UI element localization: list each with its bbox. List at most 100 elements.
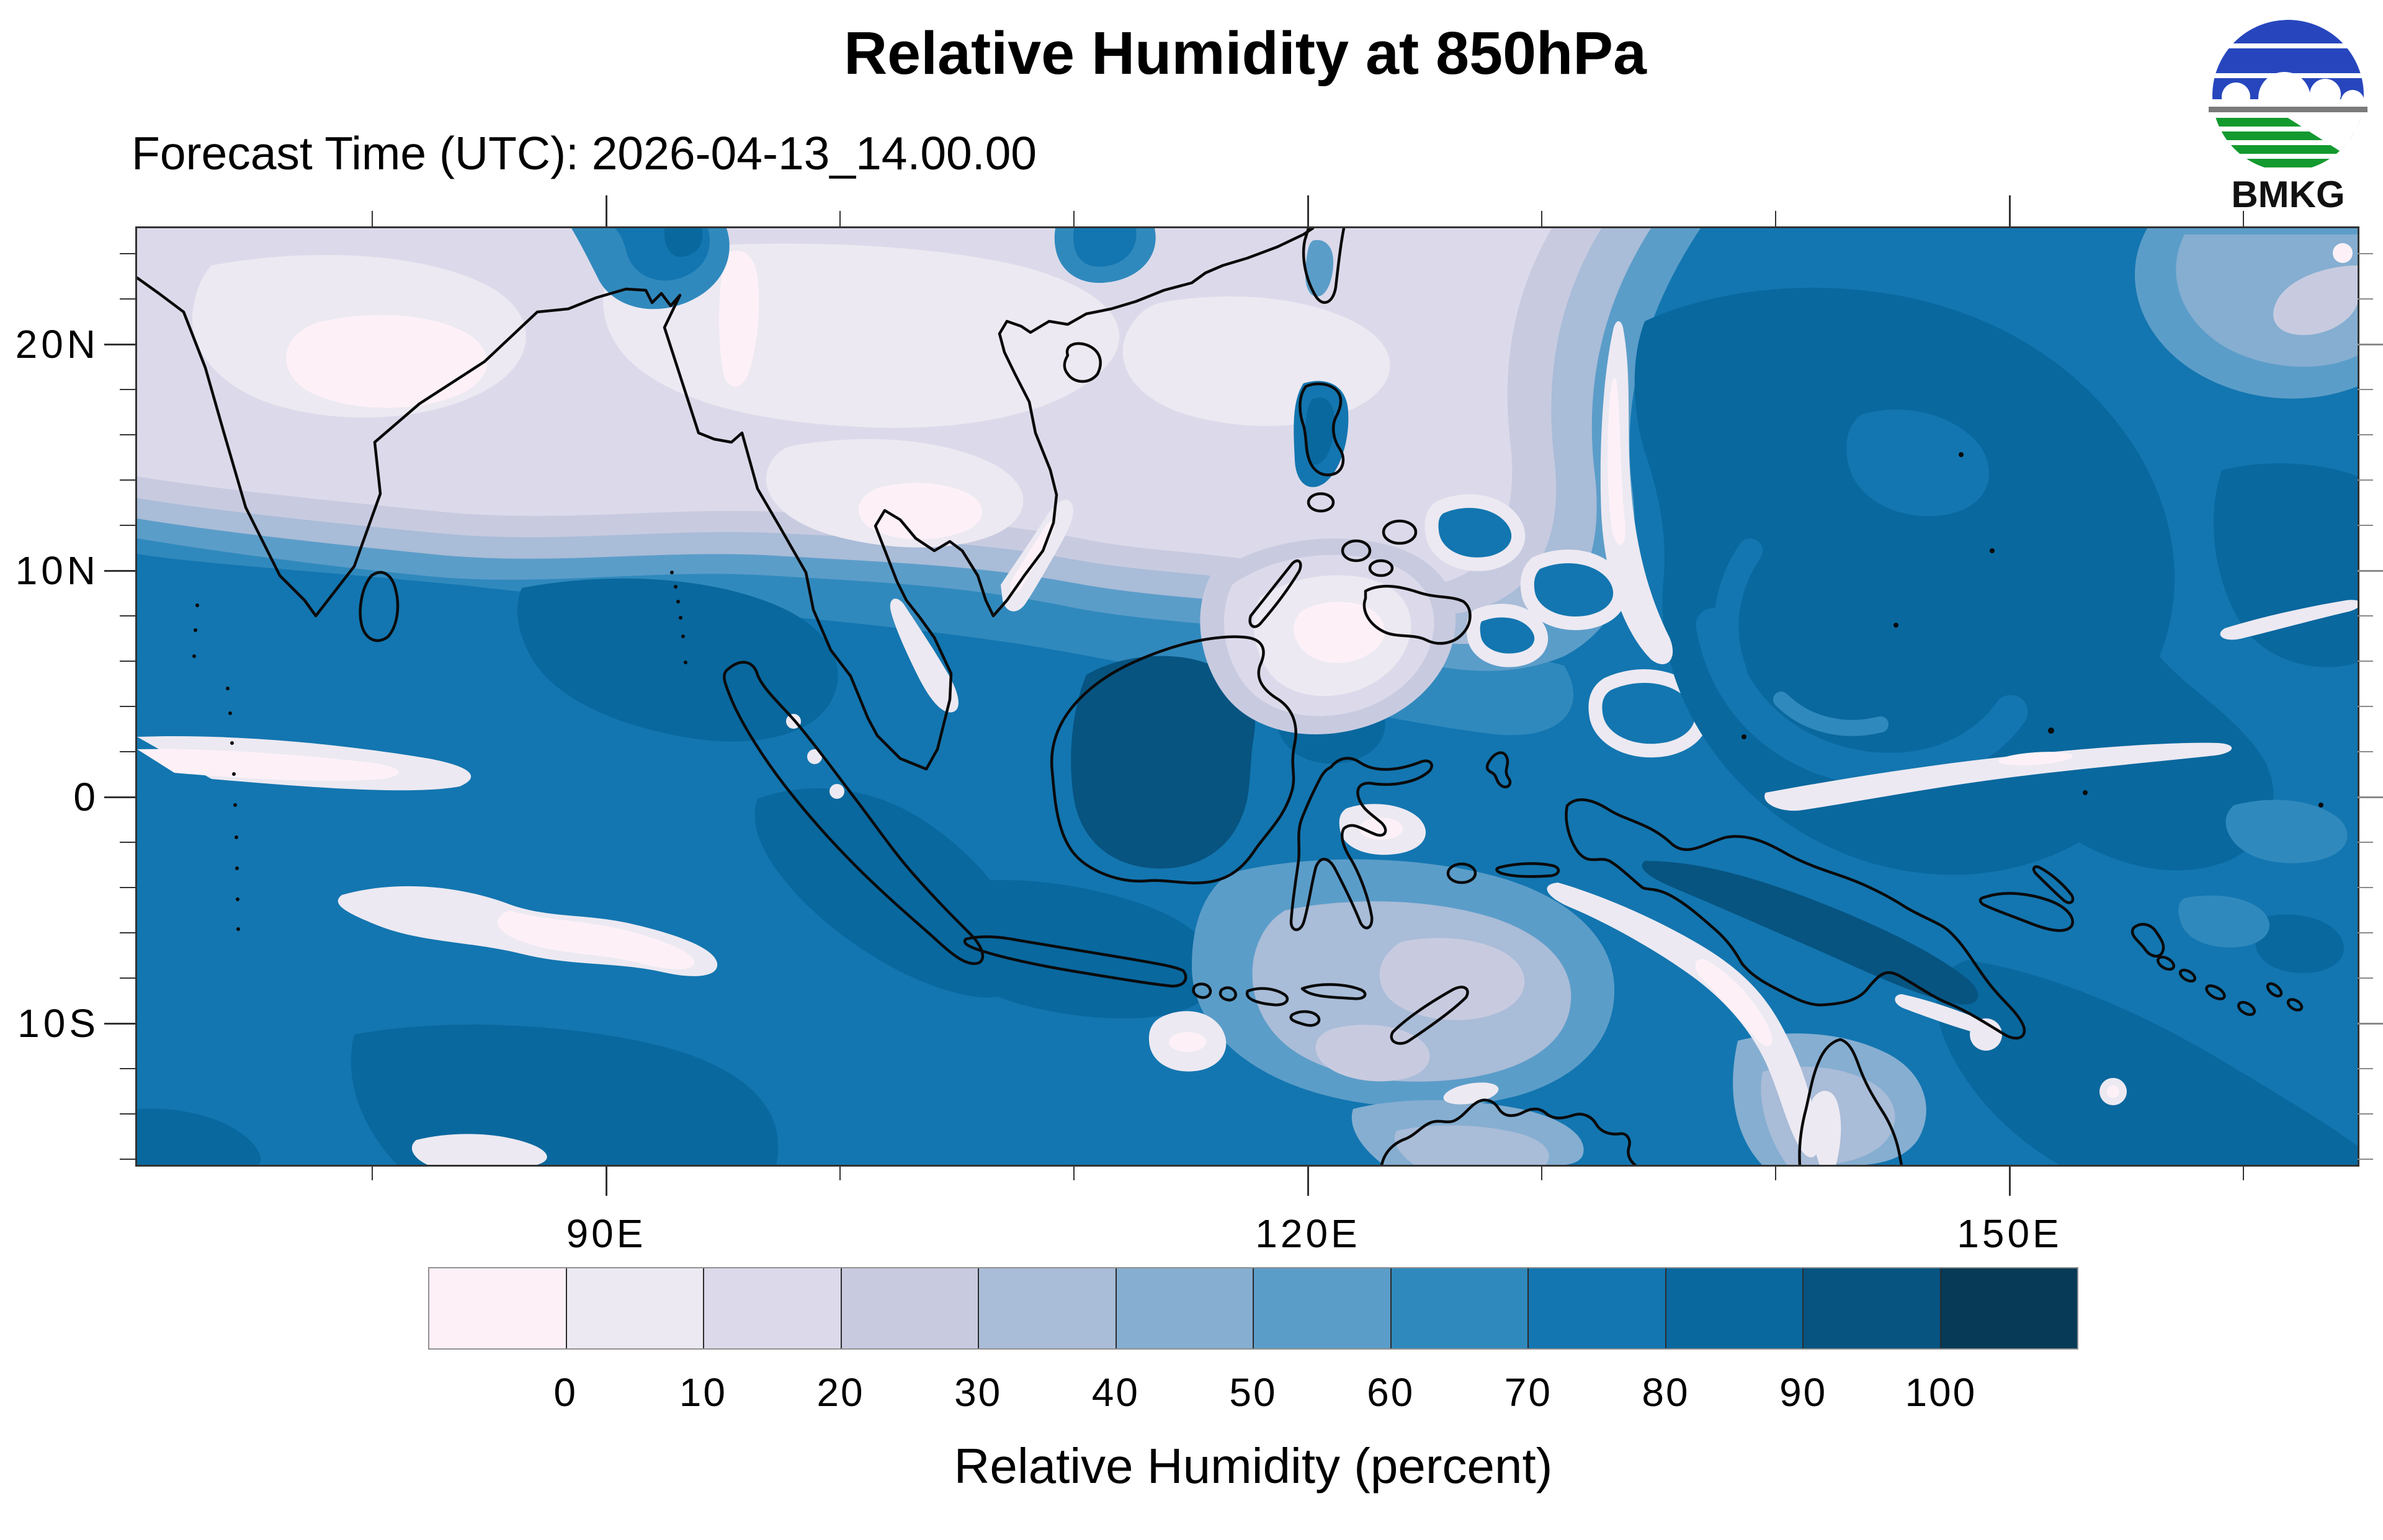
tick-mark [120,525,135,526]
tick-mark [2358,977,2373,979]
colorbar-cell [1390,1268,1527,1348]
y-axis-label-10n: 10N [15,548,99,593]
colorbar-tick-label: 100 [1905,1370,1977,1415]
coast-cebu [1368,559,1394,577]
colorbar-caption: Relative Humidity (percent) [954,1438,1553,1493]
colorbar-cell [1665,1268,1802,1348]
tick-mark [2358,932,2373,933]
coast-new-britain [1978,892,2074,932]
coast-panay [1341,539,1372,563]
tick-mark [120,932,135,933]
coast-sumba [1289,1010,1321,1027]
tick-mark [120,1159,135,1160]
coast-halmahera [1485,751,1512,789]
colorbar-cell [1115,1268,1253,1348]
tick-mark [839,1165,841,1180]
colorbar-tick-label: 90 [1779,1370,1828,1415]
tick-mark [2358,434,2373,435]
coast-solomon-3 [2205,984,2226,1000]
tick-mark [1775,1165,1776,1180]
tick-mark [1541,211,1542,226]
tick-mark [120,977,135,979]
tick-mark [120,253,135,254]
coast-solomon-2 [2178,968,2197,983]
tick-mark [104,796,135,798]
colorbar-cell [840,1268,978,1348]
tick-mark [2009,1165,2011,1196]
tick-mark [839,211,841,226]
tick-mark [120,434,135,435]
coast-new-ireland [2032,865,2075,904]
coast-solomon-1 [2156,955,2176,971]
tick-mark [2358,570,2383,572]
coast-sulawesi [1289,757,1433,932]
x-axis-label-120e: 120E [1255,1211,1361,1256]
colorbar-tick-label: 80 [1642,1370,1690,1415]
tick-mark [120,389,135,390]
colorbar-tick-label: 30 [954,1370,1003,1415]
coast-solomon-4 [2237,1000,2256,1017]
coast-bali [1192,982,1212,999]
coast-hainan [1063,342,1102,383]
coast-new-guinea [1565,798,2026,1040]
tick-mark [2358,389,2373,390]
logo-org-text: BMKG [2231,174,2345,215]
tick-mark [120,615,135,616]
coast-buru [1446,862,1477,884]
coast-java [963,935,1187,988]
coastlines [137,228,2304,1165]
tick-mark [120,479,135,481]
logo-divider [2209,107,2367,112]
coast-flores [1300,983,1367,1000]
coast-solomon-6 [2286,998,2304,1012]
page-title: Relative Humidity at 850hPa [844,19,1647,87]
forecast-time-label: Forecast Time (UTC): 2026-04-13_14.00.00 [132,127,1037,179]
tick-mark [2358,661,2373,662]
colorbar-cell [565,1268,703,1348]
tick-mark [120,842,135,843]
tick-mark [104,1023,135,1025]
colorbar [428,1267,2078,1350]
coast-seram [1495,862,1560,878]
coast-mindanao [1362,584,1472,645]
colorbar-cell [1802,1268,1940,1348]
tick-mark [104,344,135,345]
y-axis-label-0: 0 [73,775,99,819]
coast-sumbawa [1245,987,1289,1007]
coast-samar [1382,519,1418,545]
tick-mark [1307,195,1309,226]
x-axis-label-90e: 90E [566,1211,646,1256]
tick-mark [372,1165,373,1180]
tick-mark [2358,796,2383,798]
y-axis-label-10s: 10S [17,1001,99,1046]
coast-asia-mainland [137,228,1315,771]
tick-mark [120,706,135,707]
colorbar-cell [1527,1268,1665,1348]
tick-mark [2358,1023,2383,1025]
humidity-map-svg [137,228,2358,1165]
colorbar-tick-label: 70 [1504,1370,1552,1415]
tick-mark [2358,344,2383,345]
coast-borneo [1050,635,1297,884]
colorbar-tick-label: 40 [1091,1370,1140,1415]
small-islands [192,452,2323,931]
tick-mark [2358,887,2373,888]
colorbar-tick-label: 20 [816,1370,865,1415]
tick-mark [2358,751,2373,752]
tick-mark [104,570,135,572]
colorbar-tick-label: 50 [1229,1370,1277,1415]
colorbar-cell [1939,1268,2077,1348]
tick-mark [2358,253,2373,254]
colorbar-tick-label: 10 [679,1370,727,1415]
tick-mark [2358,1068,2373,1069]
y-axis-label-20n: 20N [15,322,99,367]
bmkg-logo: BMKG [2209,20,2367,215]
tick-mark [1073,1165,1075,1180]
tick-mark [372,211,373,226]
humidity-field [137,228,2358,1165]
coast-palawan [1248,559,1302,628]
tick-mark [2358,1159,2373,1160]
tick-mark [2358,298,2373,300]
tick-mark [120,1068,135,1069]
